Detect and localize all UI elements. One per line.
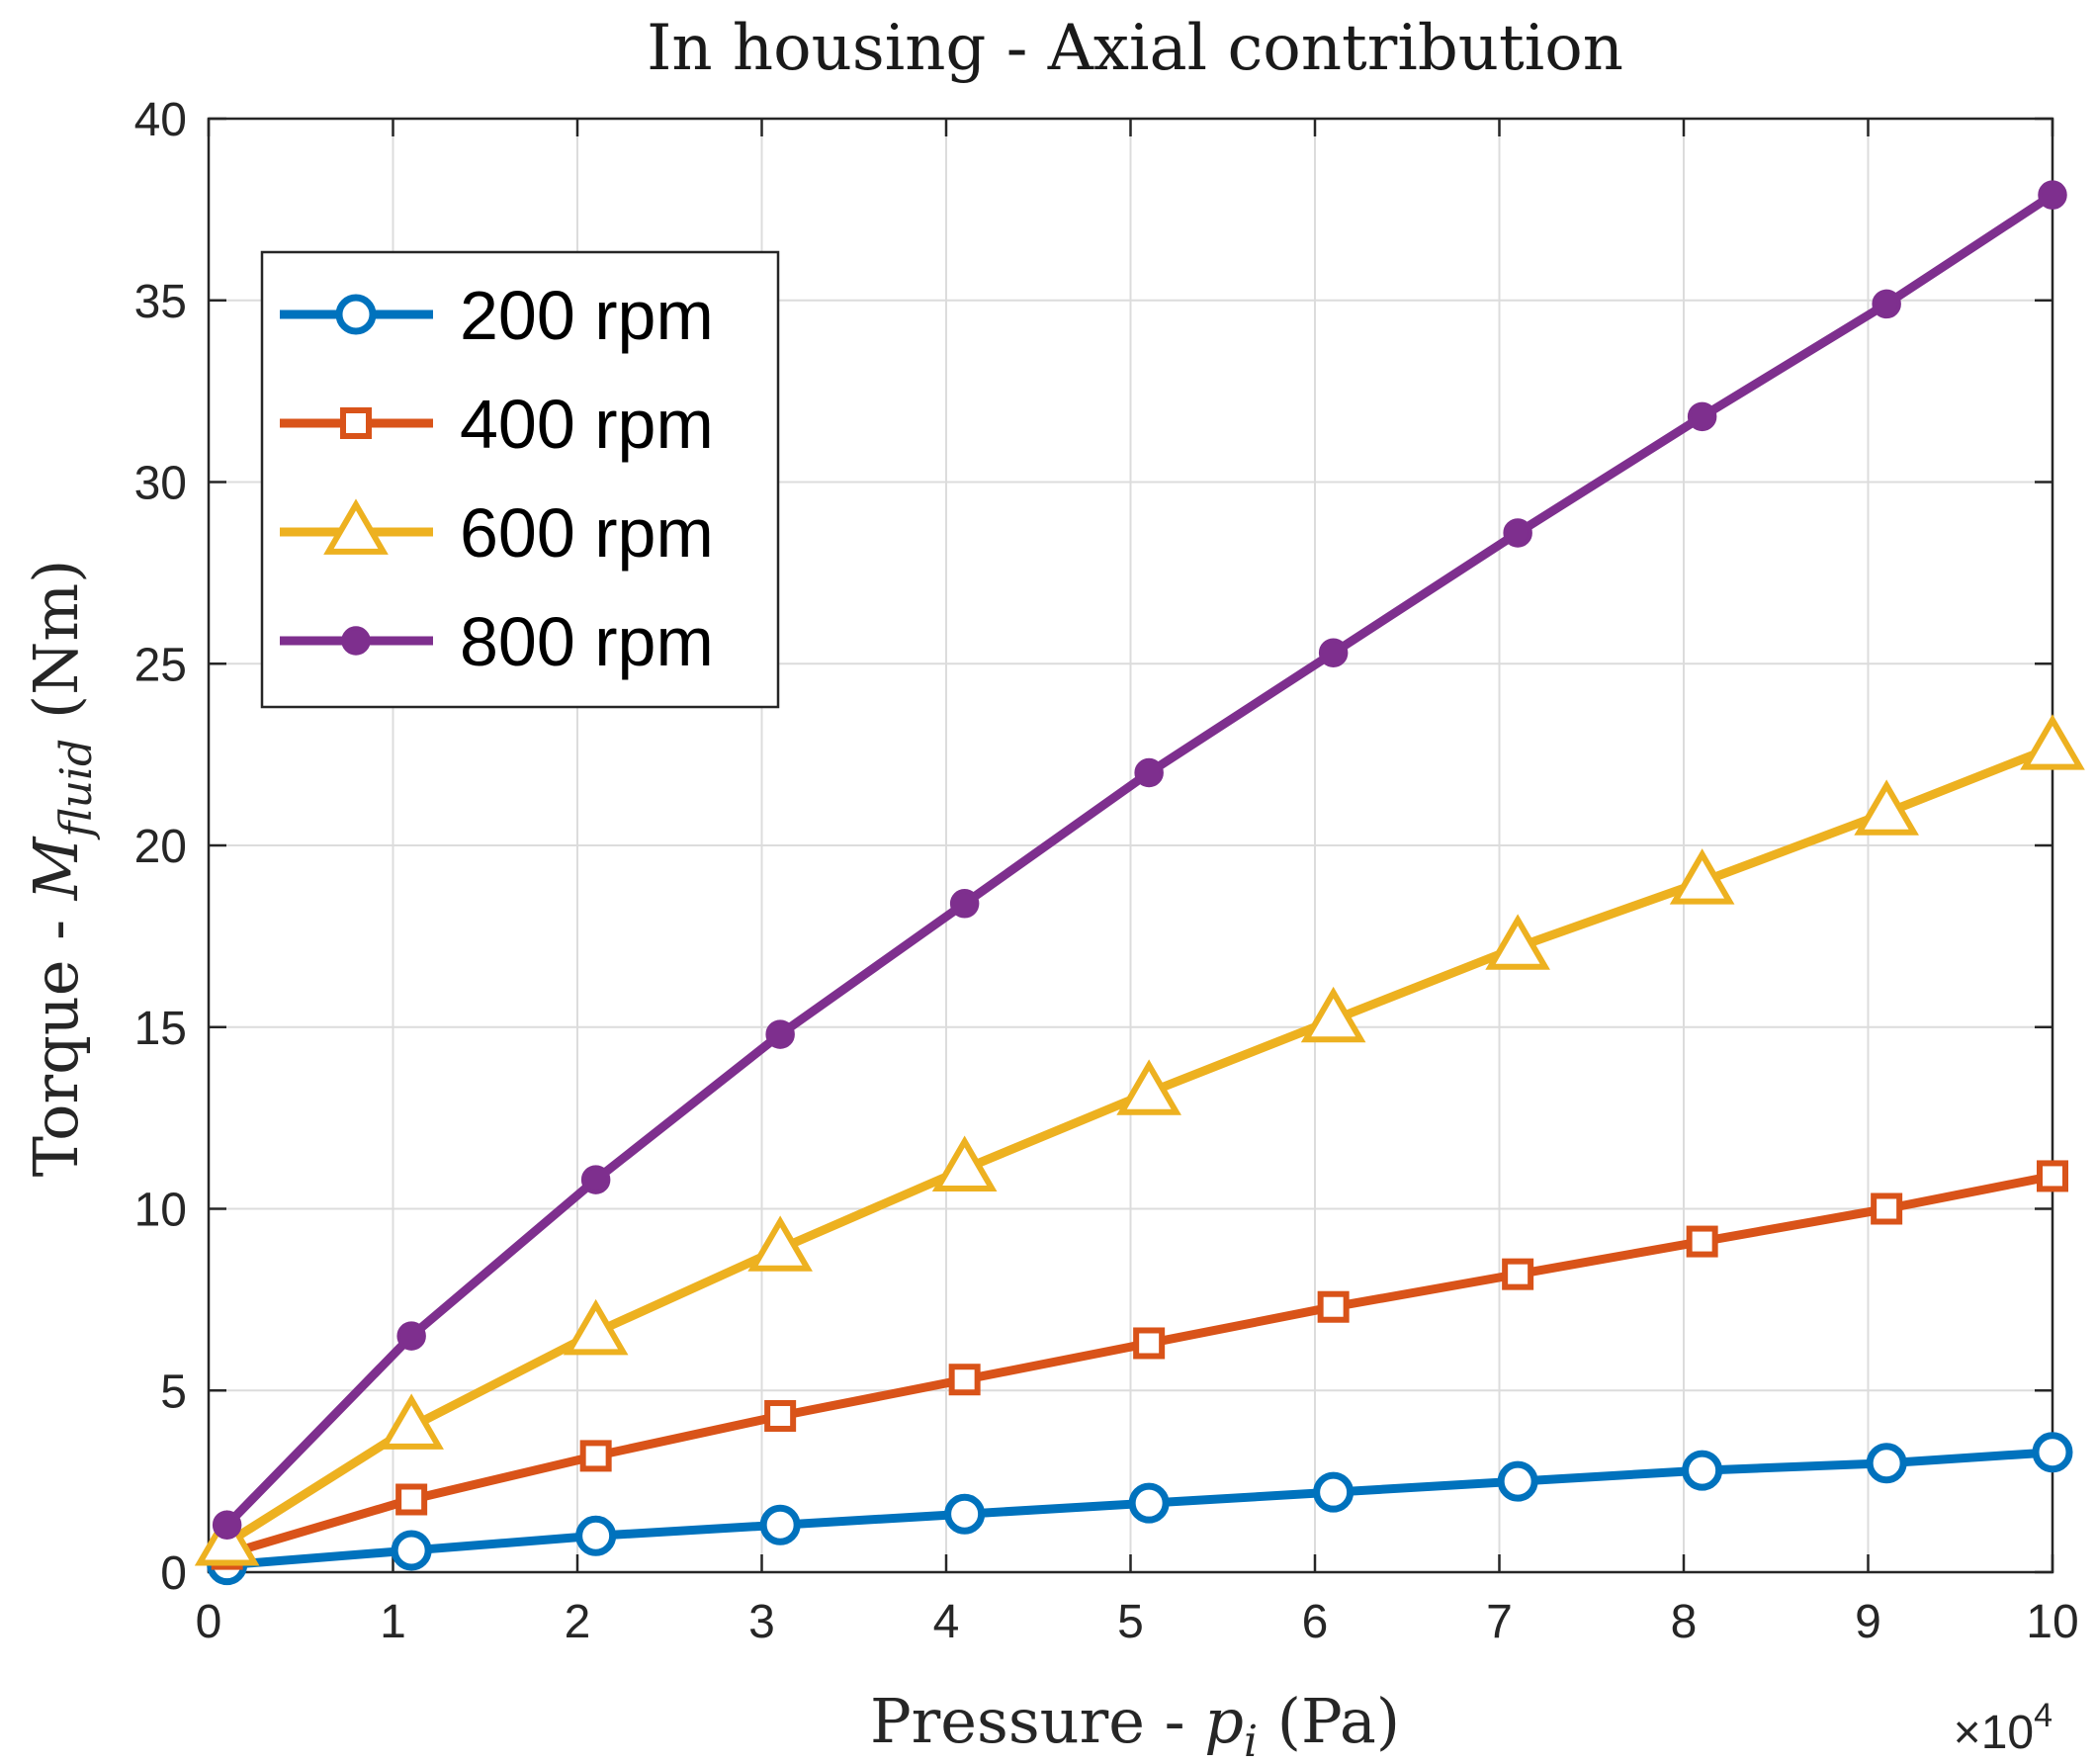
data-point: [1133, 1327, 1166, 1360]
data-point: [759, 1504, 801, 1545]
data-point: [575, 1515, 617, 1556]
y-tick-label: 0: [160, 1547, 187, 1600]
y-tick-label: 15: [134, 1003, 187, 1055]
x-tick-label: 1: [380, 1596, 406, 1648]
data-point: [212, 1510, 242, 1540]
series-400-rpm: [211, 1160, 2068, 1570]
data-point: [1687, 401, 1717, 432]
data-point: [1318, 638, 1349, 667]
data-point: [1300, 986, 1366, 1043]
data-point: [2038, 180, 2067, 210]
data-point: [1682, 1450, 1723, 1491]
legend-label: 200 rpm: [460, 277, 714, 354]
x-tick-label: 5: [1117, 1596, 1144, 1648]
data-point: [2032, 1432, 2073, 1473]
y-tick-label: 35: [134, 276, 187, 328]
chart-title: In housing - Axial contribution: [647, 12, 1623, 85]
data-point: [391, 1530, 432, 1571]
x-tick-label: 10: [2026, 1596, 2078, 1648]
data-point: [1502, 1258, 1534, 1290]
x-tick-label: 9: [1855, 1596, 1881, 1648]
x-axis-label: Pressure - pi (Pa): [870, 1685, 1400, 1764]
data-point: [949, 889, 980, 919]
data-point: [1497, 1460, 1538, 1502]
x-tick-label: 8: [1671, 1596, 1698, 1648]
series-600-rpm: [194, 714, 2085, 1566]
data-point: [579, 1440, 612, 1472]
data-point: [1669, 848, 1735, 905]
data-point: [1872, 289, 1901, 319]
data-point: [931, 1135, 998, 1191]
legend-label: 600 rpm: [460, 494, 714, 572]
x-tick-label: 6: [1302, 1596, 1329, 1648]
y-axis-label: Torque - Mfluid (Nm): [20, 560, 102, 1178]
x-tick-label: 7: [1486, 1596, 1513, 1648]
data-point: [1686, 1225, 1718, 1258]
data-point: [948, 1364, 981, 1396]
data-point: [1485, 914, 1550, 970]
axes: 0 1 2 3 4 5 6 7 8 9 10 0 5 10 15 20 25 30 35 40: [134, 94, 2079, 1648]
legend: 200 rpm 400 rpm 600 rpm 800 rpm: [260, 250, 780, 709]
y-tick-label: 20: [134, 821, 187, 873]
data-point: [1134, 757, 1164, 788]
legend-marker: [341, 626, 371, 656]
data-point: [396, 1321, 426, 1351]
data-point: [563, 1298, 629, 1356]
data-point: [1871, 1192, 1903, 1225]
data-point: [1503, 518, 1532, 548]
series-layer: [194, 180, 2085, 1586]
data-point: [765, 1019, 795, 1049]
data-point: [2037, 1160, 2068, 1192]
legend-label: 800 rpm: [460, 603, 714, 680]
data-point: [1313, 1471, 1354, 1513]
data-point: [2020, 714, 2085, 770]
x-tick-label: 0: [196, 1596, 222, 1648]
data-point: [580, 1165, 611, 1194]
data-point: [1854, 779, 1919, 836]
legend-marker: [323, 498, 389, 555]
legend-marker: [335, 294, 377, 335]
data-point: [395, 1483, 428, 1516]
series-800-rpm: [212, 180, 2067, 1540]
data-point: [747, 1215, 813, 1272]
data-point: [1317, 1290, 1350, 1323]
x-axis-multiplier: ×104: [1954, 1697, 2052, 1759]
x-tick-label: 4: [933, 1596, 960, 1648]
plot-box: [207, 117, 2054, 1574]
legend-label: 400 rpm: [460, 386, 714, 463]
y-tick-label: 25: [134, 639, 187, 691]
x-tick-label: 3: [748, 1596, 775, 1648]
y-tick-label: 40: [134, 94, 187, 146]
x-tick-label: 2: [565, 1596, 591, 1648]
y-tick-label: 30: [134, 458, 187, 510]
data-point: [1116, 1059, 1181, 1115]
data-point: [379, 1393, 444, 1450]
y-tick-label: 5: [160, 1366, 187, 1418]
data-point: [944, 1493, 986, 1535]
y-tick-label: 10: [134, 1185, 187, 1237]
legend-marker: [340, 407, 372, 439]
data-point: [764, 1399, 797, 1432]
data-point: [1128, 1482, 1170, 1524]
data-point: [1866, 1443, 1907, 1484]
